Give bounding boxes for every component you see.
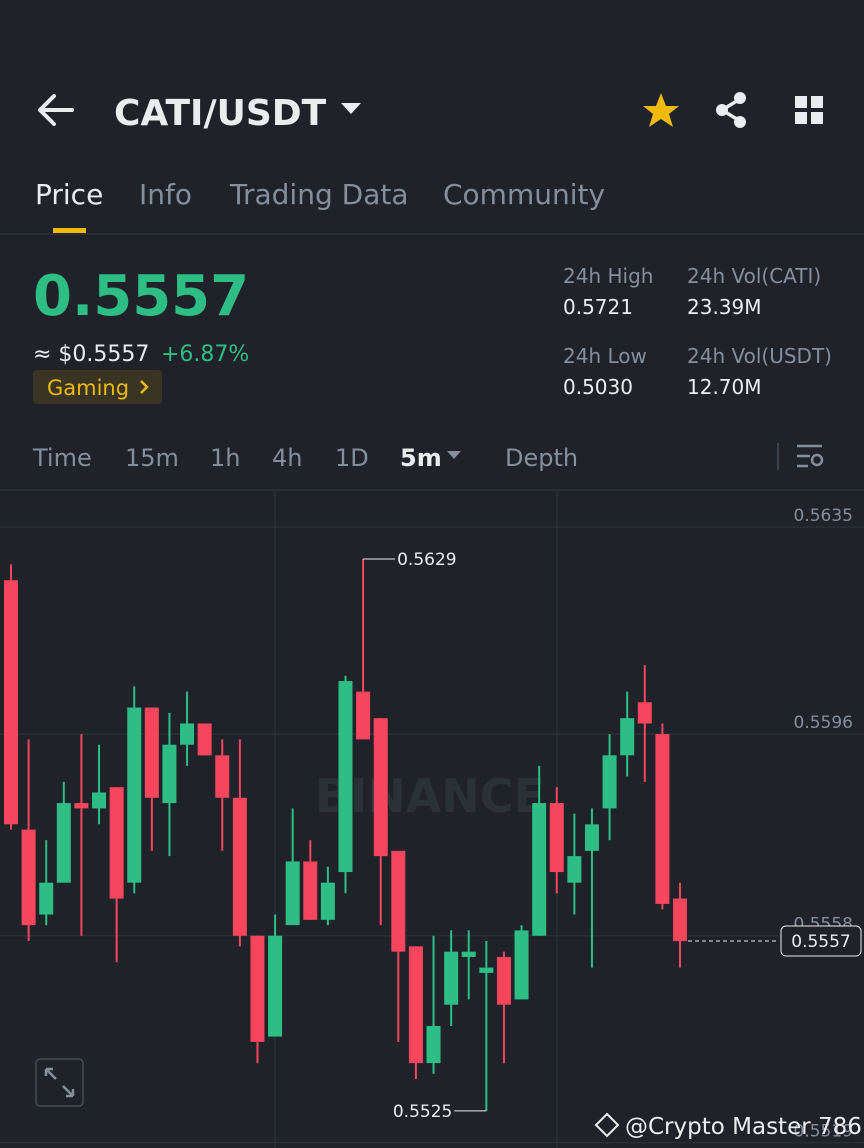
candle-body xyxy=(74,803,89,809)
share-button[interactable] xyxy=(716,92,746,128)
timeframe[interactable]: 15m xyxy=(125,444,179,472)
candle-body xyxy=(56,803,71,883)
stat-value: 12.70M xyxy=(687,375,762,399)
timeframe[interactable]: Depth xyxy=(505,444,578,472)
candle-body xyxy=(602,755,617,809)
y-tick-label: 0.5635 xyxy=(794,506,853,526)
tab[interactable]: Trading Data xyxy=(229,178,409,211)
candle-body xyxy=(549,803,564,873)
tab[interactable]: Price xyxy=(35,178,103,211)
stat-label: 24h Vol(CATI) xyxy=(687,264,821,288)
candle-body xyxy=(391,850,406,952)
chart-grid xyxy=(0,490,864,1148)
candle-body xyxy=(338,681,353,873)
back-button[interactable] xyxy=(38,94,74,126)
stat-value: 23.39M xyxy=(687,295,762,319)
candle-body xyxy=(584,824,599,851)
stat-value: 0.5030 xyxy=(563,375,633,399)
candle-body xyxy=(567,856,582,883)
candle-body xyxy=(197,723,212,756)
candle-body xyxy=(21,829,36,926)
last-price: 0.5557 xyxy=(33,264,249,329)
price-change: +6.87% xyxy=(161,342,249,367)
candle-body xyxy=(215,755,230,798)
timeframe[interactable]: 4h xyxy=(272,444,302,472)
candle-body xyxy=(479,967,494,973)
chart-overlay: 0.56350.55960.55580.55190.56290.55250.55… xyxy=(363,506,862,1142)
candle-body xyxy=(144,707,159,798)
candle-body xyxy=(444,951,459,1005)
pair-title[interactable]: CATI/USDT xyxy=(114,93,327,134)
watermark: BINANCE xyxy=(315,769,545,823)
candle-body xyxy=(426,1025,441,1064)
candle-body xyxy=(532,803,547,936)
candle-body xyxy=(408,946,423,1064)
candle-body xyxy=(232,797,247,936)
candle-body xyxy=(673,898,687,942)
candle-body xyxy=(356,691,371,740)
candle-body xyxy=(162,744,177,804)
pair-dropdown[interactable] xyxy=(341,103,361,114)
tag-label[interactable]: Gaming xyxy=(47,376,129,400)
timeframe-active[interactable]: 5m xyxy=(400,444,442,472)
candle-body xyxy=(637,702,652,724)
candle-body xyxy=(303,861,318,920)
tab[interactable]: Community xyxy=(443,178,605,211)
candle-body xyxy=(92,792,107,809)
y-tick-label: 0.5596 xyxy=(794,713,853,733)
tab[interactable]: Info xyxy=(139,178,192,211)
tab-indicator xyxy=(53,228,86,233)
candle-body xyxy=(496,956,511,1005)
candle-body xyxy=(250,935,265,1042)
stat-label: 24h Low xyxy=(563,344,647,368)
approx-price: ≈ $0.5557 xyxy=(33,342,149,367)
candles xyxy=(4,558,687,1111)
last-price-box xyxy=(780,925,862,957)
favorite-star[interactable] xyxy=(643,93,679,127)
credit: @Crypto Master 786 xyxy=(625,1114,862,1140)
candle-body xyxy=(285,861,300,926)
candle-body xyxy=(39,882,54,915)
candle-body xyxy=(180,723,195,745)
candle-body xyxy=(514,930,529,1000)
stat-label: 24h Vol(USDT) xyxy=(687,344,832,368)
chart-settings[interactable] xyxy=(797,444,824,468)
last-price-label: 0.5557 xyxy=(791,932,850,952)
y-tick-label: 0.5519 xyxy=(794,1122,853,1142)
timeframe[interactable]: 1h xyxy=(210,444,240,472)
tag-chevron xyxy=(140,380,149,394)
candle-body xyxy=(620,718,635,756)
high-label: 0.5629 xyxy=(397,550,456,570)
timeframe[interactable]: 1D xyxy=(335,444,369,472)
credit-icon xyxy=(594,1112,620,1138)
candle-body xyxy=(127,707,142,883)
low-label: 0.5525 xyxy=(393,1102,452,1122)
grid-menu[interactable] xyxy=(795,96,823,124)
candle-body xyxy=(373,718,388,857)
candle-body xyxy=(268,935,283,1037)
timeframe-dropdown[interactable] xyxy=(447,451,461,459)
stat-value: 0.5721 xyxy=(563,295,633,319)
tag-badge[interactable] xyxy=(33,370,162,404)
candle-body xyxy=(461,951,476,957)
candle-body xyxy=(4,580,18,825)
candle-body xyxy=(655,734,670,904)
candle-body xyxy=(320,882,335,920)
candle-body xyxy=(109,787,124,899)
expand-button[interactable] xyxy=(35,1058,84,1107)
timeframe[interactable]: Time xyxy=(32,444,92,472)
stat-label: 24h High xyxy=(563,264,653,288)
